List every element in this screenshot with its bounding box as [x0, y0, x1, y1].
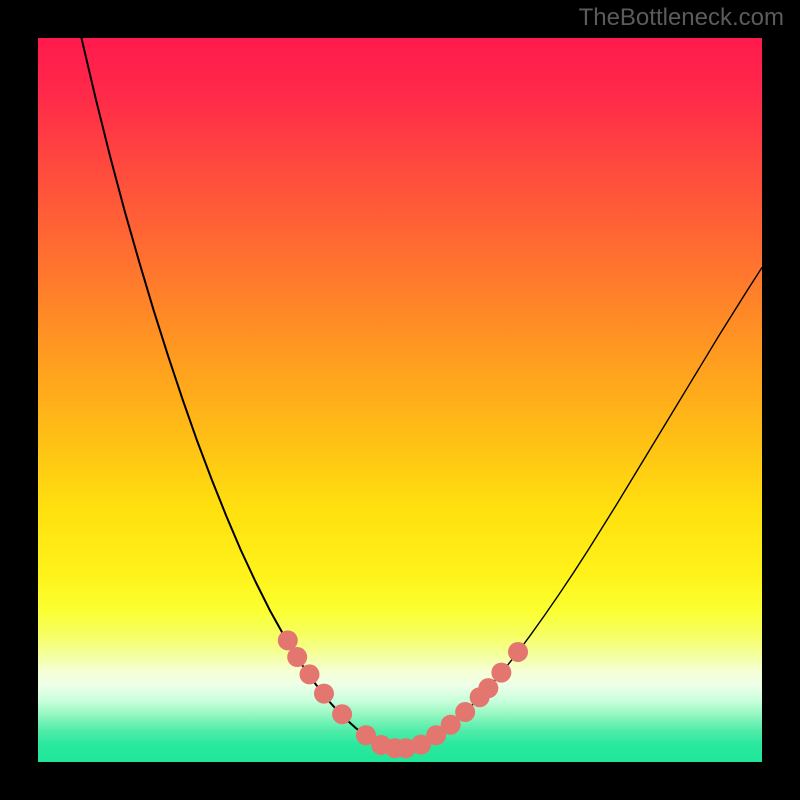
data-marker [300, 664, 320, 684]
data-marker [508, 642, 528, 662]
data-marker [332, 704, 352, 724]
curve-left [81, 38, 385, 747]
watermark-text: TheBottleneck.com [579, 4, 784, 32]
curve-right [414, 268, 762, 747]
plot-area [38, 38, 762, 762]
data-marker [478, 678, 498, 698]
data-marker [491, 663, 511, 683]
data-marker [314, 684, 334, 704]
chart-svg [38, 38, 762, 762]
data-marker [455, 702, 475, 722]
data-marker [287, 647, 307, 667]
chart-frame: TheBottleneck.com [0, 0, 800, 800]
